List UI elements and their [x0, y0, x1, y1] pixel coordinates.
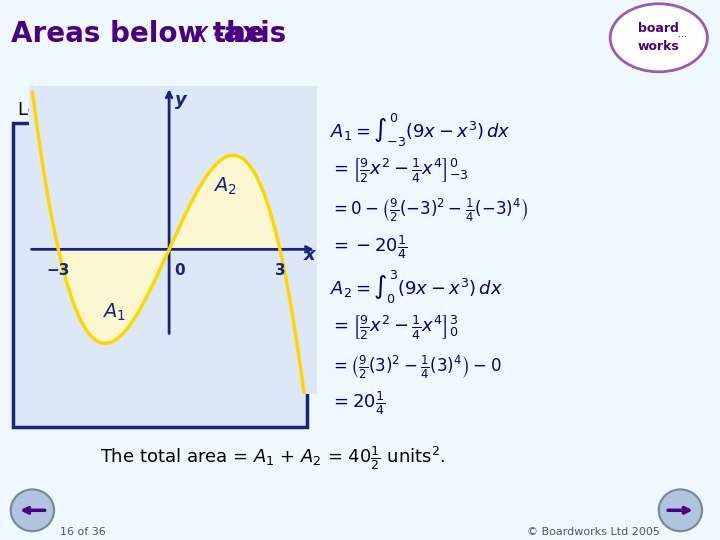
- Text: y: y: [175, 91, 186, 109]
- Text: Areas below the: Areas below the: [11, 19, 274, 48]
- Text: ...: ...: [678, 29, 687, 39]
- Circle shape: [11, 489, 54, 531]
- Text: board: board: [639, 22, 679, 35]
- Text: $A_2 = \int_{0}^{3}(9x - x^3)\,dx$: $A_2 = \int_{0}^{3}(9x - x^3)\,dx$: [330, 268, 503, 306]
- Text: $A_2$: $A_2$: [249, 100, 271, 120]
- Text: $A_1 = \int_{-3}^{0}(9x - x^3)\,dx$: $A_1 = \int_{-3}^{0}(9x - x^3)\,dx$: [330, 112, 510, 149]
- Text: © Boardworks Ltd 2005: © Boardworks Ltd 2005: [527, 527, 660, 537]
- Text: $= \left[\frac{9}{2}x^2 - \frac{1}{4}x^4\right]_{-3}^{0}$: $= \left[\frac{9}{2}x^2 - \frac{1}{4}x^4…: [330, 156, 469, 184]
- Text: Let's call the two areas: Let's call the two areas: [18, 101, 233, 119]
- FancyBboxPatch shape: [13, 123, 307, 427]
- Text: $A_1$: $A_1$: [102, 302, 125, 323]
- Circle shape: [659, 489, 702, 531]
- Text: $A_2$: $A_2$: [212, 176, 236, 197]
- Text: and: and: [218, 101, 264, 119]
- Text: x: x: [303, 246, 315, 264]
- Circle shape: [610, 4, 708, 72]
- Text: $= 20\frac{1}{4}$: $= 20\frac{1}{4}$: [330, 389, 385, 417]
- Text: 3: 3: [274, 263, 285, 278]
- Text: 16 of 36: 16 of 36: [60, 527, 106, 537]
- Text: $= \left(\frac{9}{2}(3)^2 - \frac{1}{4}(3)^4\right) - 0$: $= \left(\frac{9}{2}(3)^2 - \frac{1}{4}(…: [330, 353, 502, 381]
- Text: works: works: [638, 40, 680, 53]
- Text: -axis: -axis: [212, 19, 287, 48]
- Text: $= 0 - \left(\frac{9}{2}(-3)^2 - \frac{1}{4}(-3)^4\right)$: $= 0 - \left(\frac{9}{2}(-3)^2 - \frac{1…: [330, 197, 528, 224]
- Text: $= \left[\frac{9}{2}x^2 - \frac{1}{4}x^4\right]_{0}^{3}$: $= \left[\frac{9}{2}x^2 - \frac{1}{4}x^4…: [330, 313, 459, 341]
- Text: −3: −3: [47, 263, 70, 278]
- Text: $= -20\frac{1}{4}$: $= -20\frac{1}{4}$: [330, 233, 407, 261]
- Text: .: .: [271, 101, 276, 119]
- Text: 0: 0: [175, 263, 185, 278]
- Text: The total area = $A_1$ + $A_2$ = 40$\frac{1}{2}$ units$^2$.: The total area = $A_1$ + $A_2$ = 40$\fra…: [100, 444, 446, 472]
- Text: $A_1$: $A_1$: [196, 100, 218, 120]
- Text: $x$: $x$: [191, 19, 210, 48]
